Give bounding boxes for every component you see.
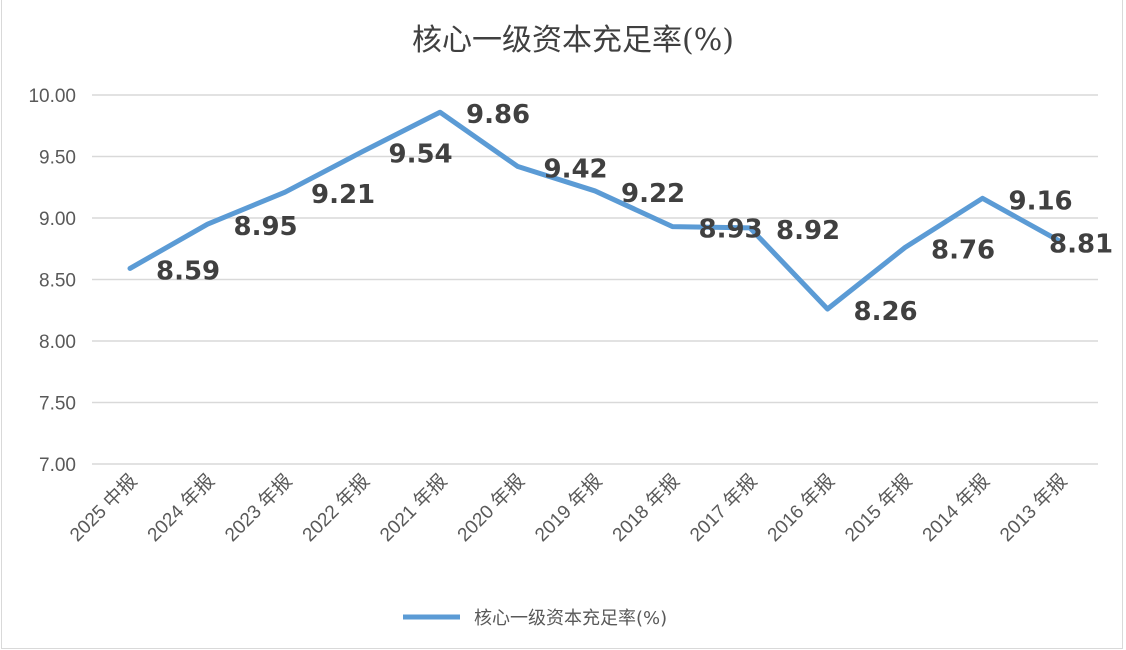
chart-title: 核心一级资本充足率(%): [412, 23, 734, 58]
x-tick-label: 2013 年报: [995, 470, 1071, 546]
x-tick-label: 2021 年报: [375, 470, 451, 546]
legend: 核心一级资本充足率(%): [403, 608, 667, 629]
data-label: 9.21: [311, 180, 375, 210]
x-tick-label: 2015 年报: [840, 470, 916, 546]
x-tick-label: 2022 年报: [298, 470, 374, 546]
data-label: 8.92: [776, 216, 840, 246]
y-tick-label: 8.00: [39, 332, 76, 353]
x-tick-label: 2025 中报: [65, 470, 141, 546]
data-label: 8.26: [854, 297, 918, 327]
y-tick-label: 7.50: [39, 394, 76, 415]
x-tick-label: 2016 年报: [763, 470, 839, 546]
y-tick-label: 10.00: [28, 86, 76, 107]
data-label: 9.54: [389, 140, 453, 170]
data-label: 8.76: [931, 236, 995, 266]
data-label: 8.59: [156, 256, 220, 286]
data-label: 9.86: [466, 100, 530, 130]
x-tick-label: 2024 年报: [143, 470, 219, 546]
data-label: 9.42: [544, 154, 608, 184]
legend-label: 核心一级资本充足率(%): [474, 608, 667, 629]
x-tick-label: 2018 年报: [608, 470, 684, 546]
data-label: 8.95: [234, 212, 298, 242]
data-label: 8.81: [1049, 229, 1113, 259]
data-label: 8.93: [699, 215, 763, 245]
y-tick-label: 7.00: [39, 455, 76, 476]
x-tick-label: 2023 年报: [220, 470, 296, 546]
series-line: [127, 109, 1063, 312]
x-tick-label: 2014 年报: [918, 470, 994, 546]
data-label: 9.22: [621, 179, 685, 209]
data-label: 9.16: [1009, 186, 1073, 216]
y-tick-label: 8.50: [39, 271, 76, 292]
x-tick-label: 2020 年报: [453, 470, 529, 546]
x-tick-label: 2017 年报: [685, 470, 761, 546]
x-tick-label: 2019 年报: [530, 470, 606, 546]
y-tick-label: 9.50: [39, 148, 76, 169]
y-tick-label: 9.00: [39, 209, 76, 230]
